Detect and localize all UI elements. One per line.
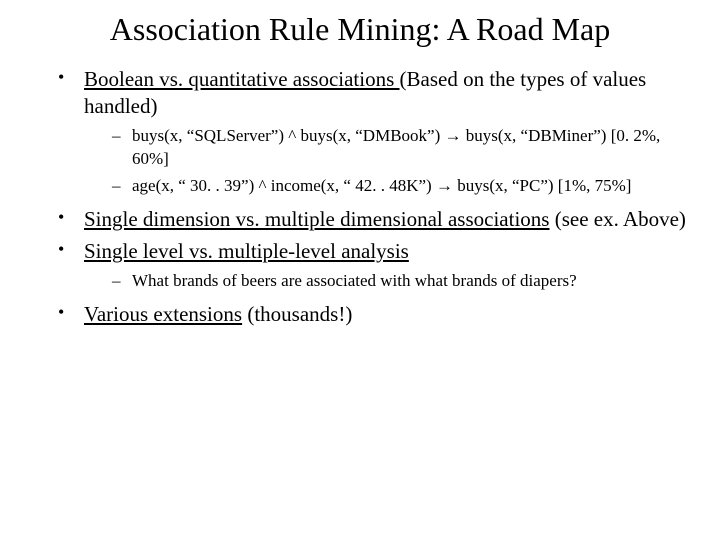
bullet-2-underlined: Single dimension vs. multiple dimensiona… — [84, 207, 549, 231]
bullet-3: Single level vs. multiple-level analysis… — [58, 238, 690, 293]
bullet-3-sublist: What brands of beers are associated with… — [84, 270, 690, 293]
bullet-2-rest: (see ex. Above) — [549, 207, 685, 231]
bullet-4-rest: (thousands!) — [242, 302, 352, 326]
bullet-3-underlined: Single level vs. multiple-level analysis — [84, 239, 409, 263]
bullet-2: Single dimension vs. multiple dimensiona… — [58, 206, 690, 232]
bullet-3-sub-1: What brands of beers are associated with… — [112, 270, 690, 293]
slide: Association Rule Mining: A Road Map Bool… — [0, 0, 720, 540]
bullet-1-sub-2: age(x, “ 30. . 39”) ^ income(x, “ 42. . … — [112, 175, 690, 198]
bullet-4: Various extensions (thousands!) — [58, 301, 690, 327]
slide-title: Association Rule Mining: A Road Map — [30, 10, 690, 48]
bullet-1-sub-1: buys(x, “SQLServer”) ^ buys(x, “DMBook”)… — [112, 125, 690, 171]
bullet-1-underlined: Boolean vs. quantitative associations — [84, 67, 400, 91]
bullet-list: Boolean vs. quantitative associations (B… — [30, 66, 690, 327]
bullet-1-sublist: buys(x, “SQLServer”) ^ buys(x, “DMBook”)… — [84, 125, 690, 198]
bullet-4-underlined: Various extensions — [84, 302, 242, 326]
bullet-1: Boolean vs. quantitative associations (B… — [58, 66, 690, 197]
